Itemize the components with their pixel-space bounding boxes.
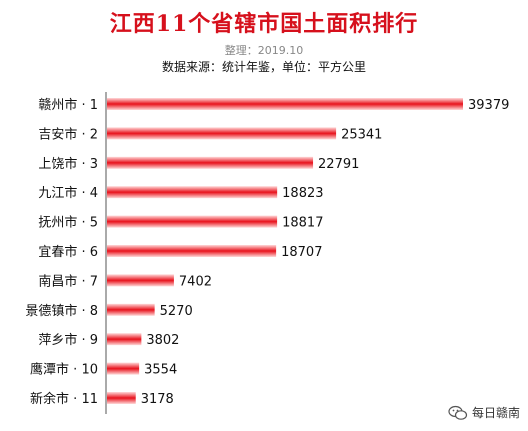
bar xyxy=(107,156,314,169)
bar xyxy=(107,274,174,287)
bar xyxy=(107,392,136,404)
chart-subtitle: 整理：2019.10 xyxy=(224,44,304,57)
chart-title: 江西11个省辖市国土面积排行 xyxy=(109,11,419,37)
bar xyxy=(107,127,337,140)
data-label: 3178 xyxy=(141,392,174,407)
category-label: 萍乡市 · 9 xyxy=(38,332,98,348)
category-label: 宜春市 · 6 xyxy=(38,244,98,260)
category-label: 上饶市 · 3 xyxy=(38,156,98,172)
data-label: 22791 xyxy=(318,157,359,172)
chart-source-note: 数据来源：统计年鉴，单位：平方公里 xyxy=(161,60,366,74)
category-label: 赣州市 · 1 xyxy=(38,97,98,113)
bar xyxy=(107,186,278,199)
data-label: 3554 xyxy=(144,363,177,378)
data-label: 18707 xyxy=(281,245,322,260)
data-label: 5270 xyxy=(160,304,193,319)
category-label: 新余市 · 11 xyxy=(30,391,98,407)
bar xyxy=(107,245,277,257)
category-label: 吉安市 · 2 xyxy=(38,126,98,142)
bar xyxy=(107,98,463,110)
category-label: 景德镇市 · 8 xyxy=(25,303,98,319)
category-label: 鹰潭市 · 10 xyxy=(30,362,98,378)
data-label: 3802 xyxy=(146,333,179,348)
category-label: 抚州市 · 5 xyxy=(38,215,98,231)
bar xyxy=(107,215,278,228)
watermark: 每日赣南 xyxy=(448,404,520,421)
bar xyxy=(107,333,142,346)
data-label: 18817 xyxy=(282,216,323,231)
data-label: 39379 xyxy=(468,98,509,113)
bar xyxy=(107,362,140,375)
category-label: 南昌市 · 7 xyxy=(38,273,98,289)
watermark-text: 每日赣南 xyxy=(471,406,520,420)
data-label: 25341 xyxy=(341,127,382,142)
category-label: 九江市 · 4 xyxy=(38,185,98,201)
wechat-icon xyxy=(448,405,468,420)
data-label: 7402 xyxy=(179,274,212,289)
data-label: 18823 xyxy=(282,186,323,201)
bar xyxy=(107,303,155,316)
